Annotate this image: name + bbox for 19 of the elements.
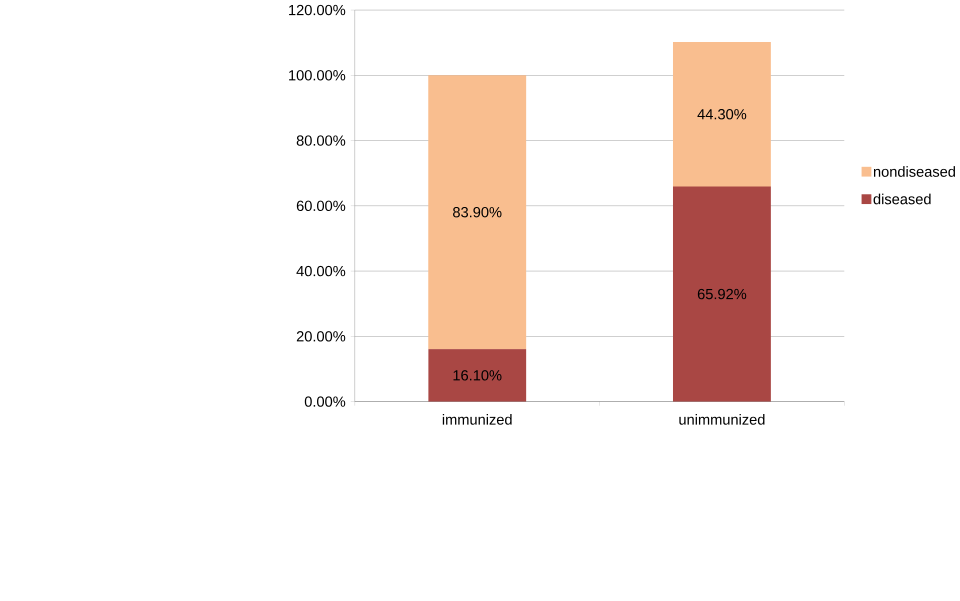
bar <box>428 349 526 402</box>
data-label: 65.92% <box>698 289 746 300</box>
bar <box>428 75 526 350</box>
y-tick-label: 0.00% <box>304 396 346 407</box>
y-tick-label: 100.00% <box>289 70 346 81</box>
x-tick-label: immunized <box>442 414 512 425</box>
x-tick-label: unimmunized <box>679 414 764 425</box>
y-tick-label: 60.00% <box>296 200 346 212</box>
bar <box>672 42 771 187</box>
data-label: 83.90% <box>453 207 502 218</box>
legend-label: diseased <box>874 194 931 204</box>
data-label: 16.10% <box>454 370 502 381</box>
bar <box>672 186 771 402</box>
y-tick-label: 120.00% <box>289 5 346 16</box>
y-tick-label: 80.00% <box>296 136 346 146</box>
data-label: 44.30% <box>697 109 746 120</box>
legend-label: nondiseased <box>874 166 955 178</box>
y-tick-label: 20.00% <box>296 331 346 342</box>
y-tick-label: 40.00% <box>296 266 346 276</box>
